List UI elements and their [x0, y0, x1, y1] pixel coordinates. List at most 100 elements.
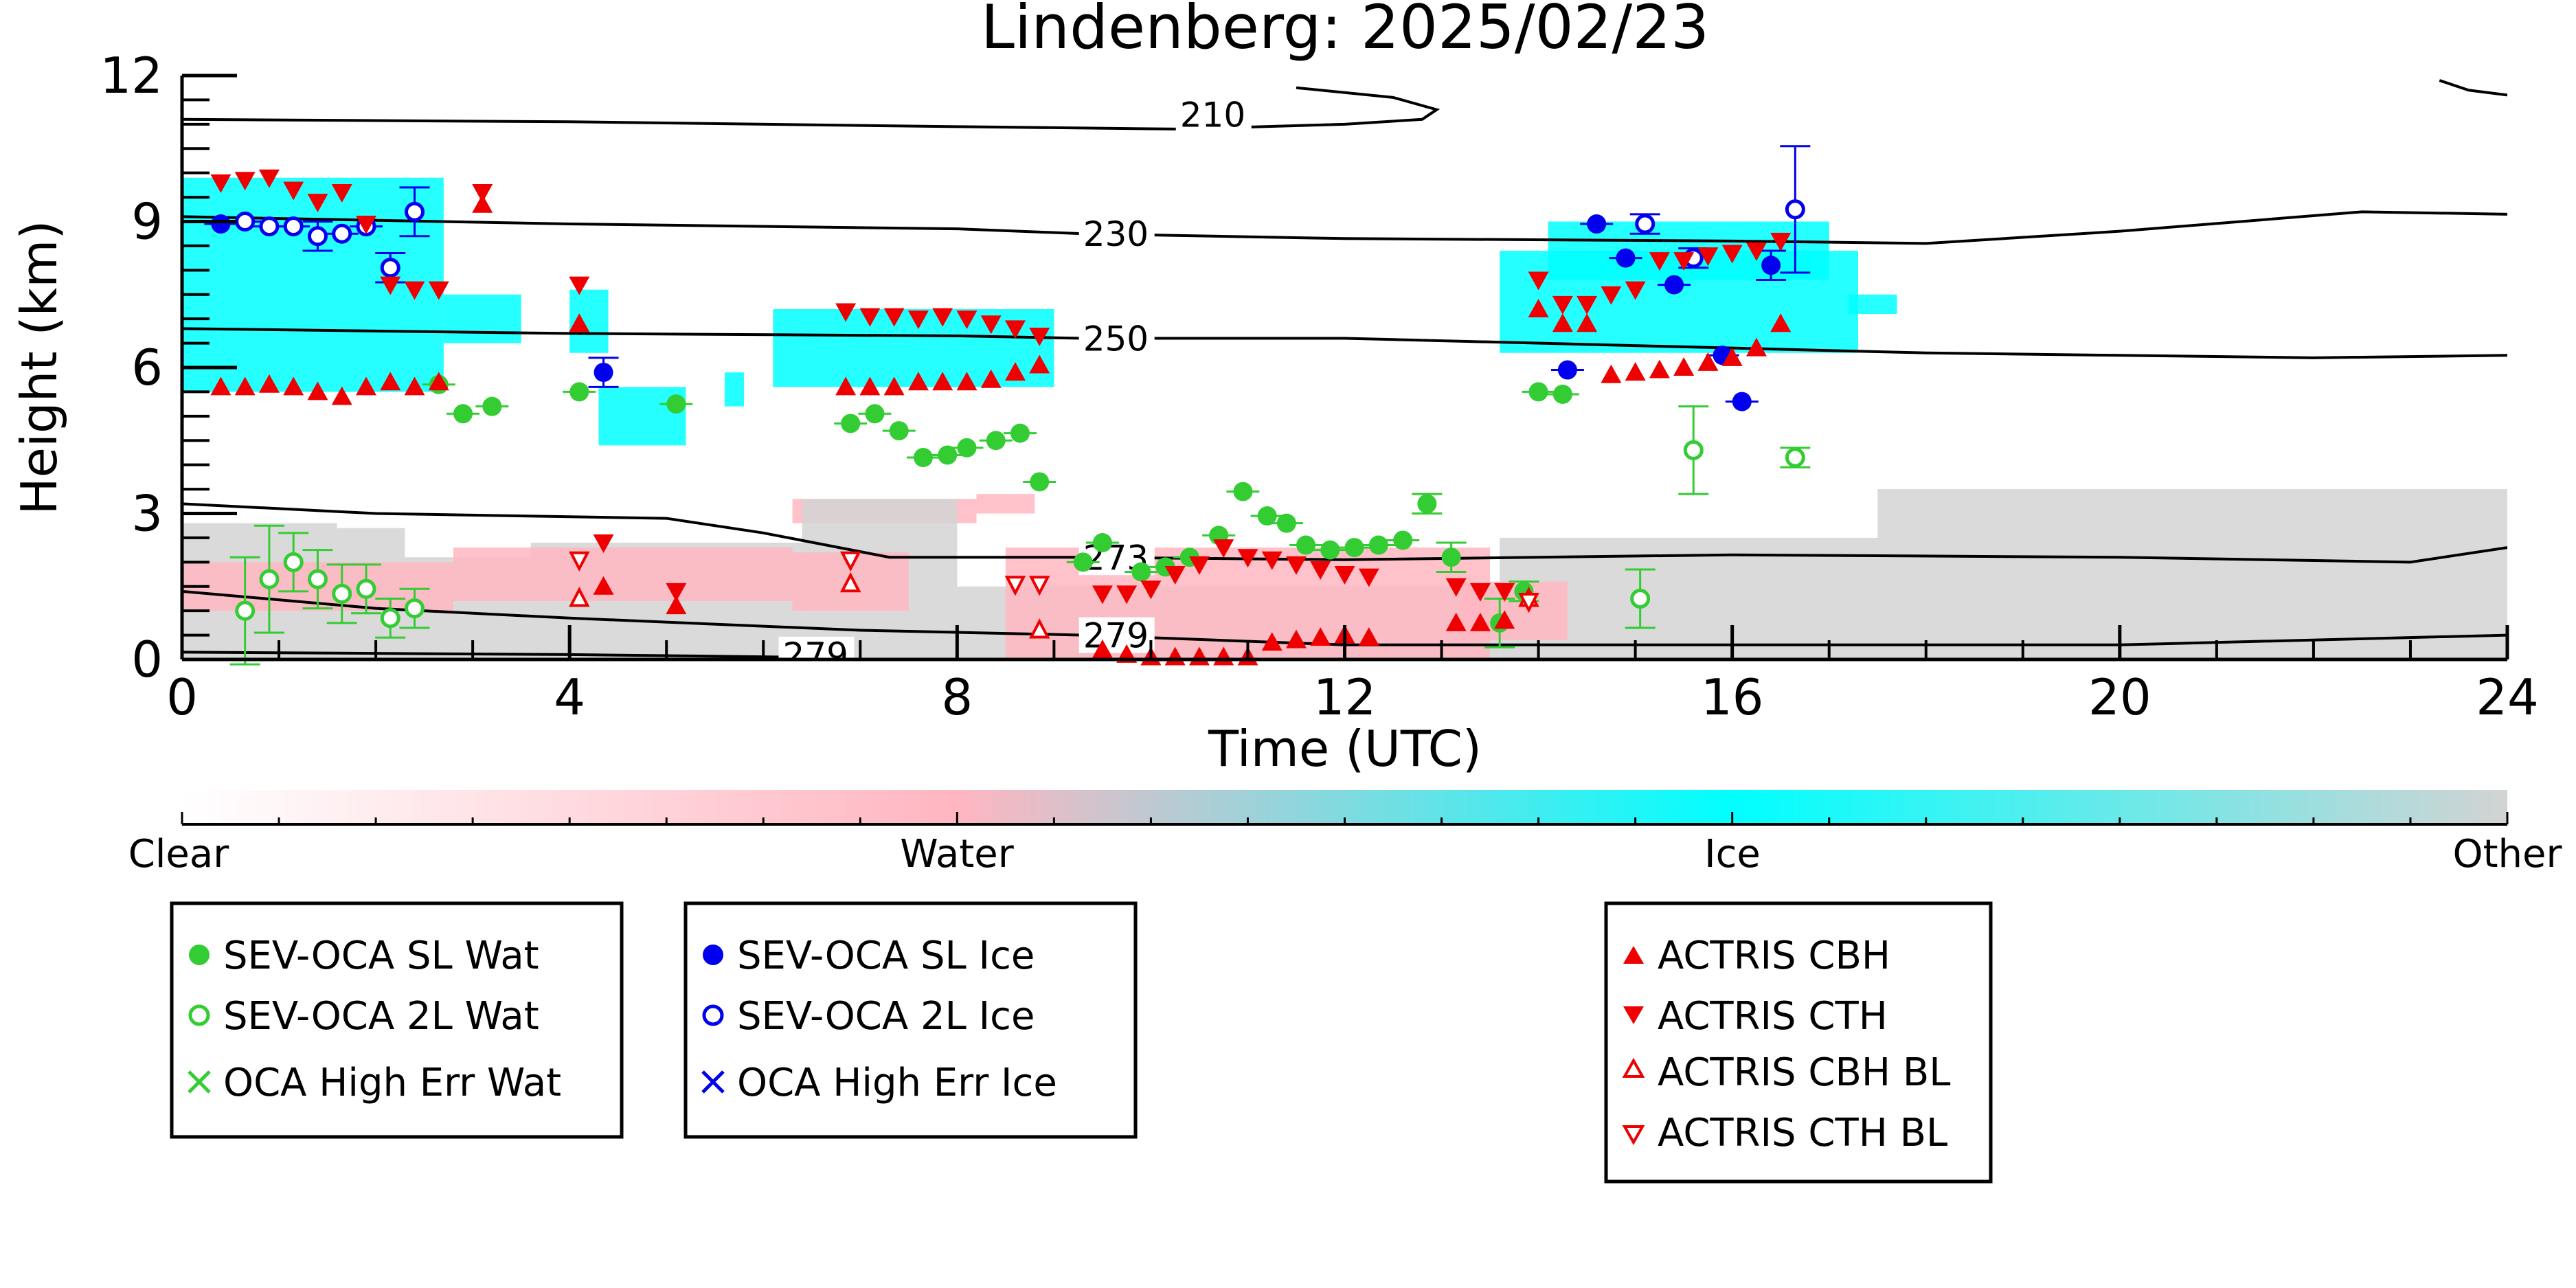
colorbar-label-ice: Ice: [1704, 832, 1761, 877]
actris-cth-point: [1213, 539, 1234, 558]
actris-cbh-point: [307, 381, 328, 400]
actris-cbh-point: [355, 376, 376, 396]
sev-oca-2l-ice-point: [1635, 214, 1656, 234]
legend-marker-cbh: [1623, 946, 1644, 964]
y-tick-label: 0: [131, 631, 163, 688]
legend-label-cbh: ACTRIS CBH: [1658, 934, 1890, 978]
actris-cth-point: [283, 181, 304, 201]
legend-ice-frame: [683, 901, 1138, 1139]
colorbar-label-other: Other: [2452, 832, 2562, 877]
actris-cbh-point: [666, 596, 687, 615]
sev-oca-sl-ice-point: [594, 363, 613, 383]
legend-label-higherr-wat: OCA High Err Wat: [223, 1061, 561, 1105]
actris-cth-point: [355, 216, 376, 235]
actris-cth-point: [1140, 580, 1162, 600]
actris-cbh-point: [1261, 632, 1283, 651]
legend-label-2l-wat: SEV-OCA 2L Wat: [223, 994, 539, 1039]
sev-oca-sl-wat-point: [1257, 506, 1277, 526]
sev-oca-sl-wat-point: [1073, 552, 1093, 572]
actris-cth-point: [569, 276, 590, 295]
contour-line: [182, 86, 1440, 131]
actris-cbh-point: [283, 376, 304, 396]
actris-cth-point: [1237, 549, 1258, 568]
sev-oca-sl-wat-point: [913, 448, 933, 468]
chart-title: Lindenberg: 2025/02/23: [981, 0, 1709, 63]
sev-oca-sl-wat-point: [1233, 482, 1253, 501]
y-axis-label: Height (km): [10, 221, 68, 515]
actris-cth-point: [593, 534, 614, 553]
actris-cbh-point: [1494, 610, 1515, 629]
actris-cth-point: [1721, 245, 1743, 264]
actris-cth-point: [380, 276, 401, 295]
actris-cth-point: [1188, 556, 1210, 575]
legend-marker-sl-wat: [189, 945, 210, 965]
legend-label-higherr-ice: OCA High Err Ice: [737, 1061, 1057, 1105]
sev-oca-sl-ice-point: [1732, 392, 1752, 411]
actris-cbh-point: [1469, 612, 1491, 631]
actris-cbh-point: [1310, 627, 1331, 646]
x-tick-label: 4: [554, 668, 585, 726]
actris-cth-point: [1601, 286, 1622, 305]
contour-line: [182, 210, 2507, 245]
sev-oca-sl-wat-point: [666, 394, 686, 414]
actris-cth-point: [1469, 583, 1491, 602]
actris-cbh-point: [1528, 299, 1549, 317]
actris-cth-point: [1004, 320, 1026, 339]
actris-cth-point: [980, 315, 1002, 335]
actris-cbh-bl-point: [839, 572, 861, 593]
legend-ice: SEV-OCA SL Ice SEV-OCA 2L Ice OCA High E…: [683, 901, 1138, 1139]
sev-oca-sl-ice-point: [1587, 214, 1607, 234]
x-tick-label: 0: [166, 668, 198, 726]
legend-marker-sl-ice: [703, 945, 723, 965]
x-axis-label: Time (UTC): [1208, 720, 1482, 778]
actris-cth-point: [835, 303, 857, 322]
legend-marker-2l-ice: [702, 1004, 724, 1026]
actris-cth-point: [883, 308, 905, 327]
sev-oca-sl-wat-point: [482, 396, 502, 416]
contour-label-bg: [1078, 617, 1155, 653]
actris-cbh-point: [404, 376, 425, 396]
sev-oca-sl-wat-point: [1368, 535, 1388, 555]
sev-oca-sl-wat-point: [1344, 538, 1364, 558]
actris-cth-point: [472, 184, 493, 203]
class-colorbar: Clear Water Ice Other: [128, 790, 2562, 877]
sev-oca-sl-wat-point: [1441, 547, 1461, 567]
sev-oca-2l-wat-point: [1630, 588, 1651, 609]
actris-cth-point: [404, 281, 425, 300]
actris-cbh-bl-point: [568, 587, 590, 607]
sev-oca-2l-wat-point: [283, 552, 304, 572]
actris-cth-point: [1445, 578, 1467, 597]
contour-label: 279: [1083, 616, 1149, 656]
sev-oca-sl-ice-point: [211, 214, 231, 234]
actris-cth-point: [234, 172, 256, 191]
actris-cbh-point: [428, 372, 449, 391]
sev-oca-sl-ice-point: [1664, 275, 1684, 295]
actris-cth-point: [1697, 247, 1719, 267]
contour-label: 279: [782, 635, 848, 675]
class-region: [182, 177, 444, 392]
actris-cth-point: [1029, 327, 1050, 346]
actris-cbh-point: [883, 376, 905, 396]
actris-cth-point: [907, 310, 929, 330]
retrieval-markers: [204, 145, 1811, 666]
actris-cth-point: [258, 169, 280, 188]
actris-cth-point: [1116, 585, 1138, 605]
sev-oca-2l-ice-point: [1785, 199, 1805, 220]
sev-oca-2l-ice-point: [283, 216, 304, 237]
legend-label-cth-bl: ACTRIS CTH BL: [1658, 1111, 1947, 1155]
actris-cbh-point: [1721, 347, 1743, 366]
actris-cth-point: [1528, 271, 1549, 291]
sev-oca-sl-wat-point: [889, 421, 909, 441]
sev-oca-sl-wat-point: [1320, 540, 1340, 560]
actris-cth-point: [1164, 566, 1186, 585]
legend-marker-2l-wat: [188, 1004, 210, 1026]
actris-cbh-point: [472, 194, 493, 213]
sev-oca-2l-ice-point: [380, 258, 400, 278]
actris-cth-point: [1552, 295, 1573, 315]
sev-oca-sl-wat-point: [1552, 384, 1572, 404]
sev-oca-2l-wat-point: [380, 608, 400, 629]
x-tick-label: 24: [2476, 668, 2539, 726]
legend-label-sl-wat: SEV-OCA SL Wat: [223, 934, 539, 978]
actris-cth-point: [1625, 281, 1646, 300]
